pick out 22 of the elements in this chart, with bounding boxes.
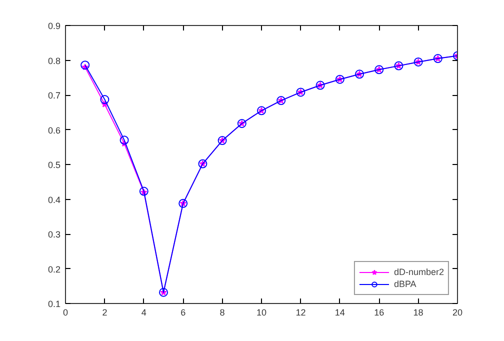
y-tick-label: 0.3 (48, 230, 61, 240)
x-tick-label: 20 (452, 308, 463, 318)
y-tick-label: 0.8 (48, 56, 61, 66)
x-tick-label: 18 (413, 308, 424, 318)
y-tick-label: 0.5 (48, 160, 61, 170)
x-tick-label: 14 (334, 308, 345, 318)
x-tick-label: 16 (374, 308, 384, 318)
y-tick-label: 0.6 (48, 125, 61, 136)
legend-label: dD-number2 (394, 266, 444, 278)
x-tick-label: 8 (220, 308, 225, 318)
y-tick-label: 0.1 (48, 299, 61, 309)
y-tick-label: 0.7 (48, 90, 61, 100)
y-tick-label: 0.9 (48, 21, 61, 31)
y-tick-label: 0.4 (48, 194, 61, 205)
legend-label: dBPA (394, 278, 416, 290)
x-tick-label: 0 (62, 308, 68, 318)
x-tick-label: 6 (180, 308, 186, 318)
x-tick-label: 2 (102, 308, 108, 318)
x-tick-label: 10 (256, 308, 267, 318)
x-tick-label: 4 (141, 308, 146, 318)
x-tick-label: 12 (296, 308, 306, 318)
y-tick-label: 0.2 (48, 264, 61, 274)
